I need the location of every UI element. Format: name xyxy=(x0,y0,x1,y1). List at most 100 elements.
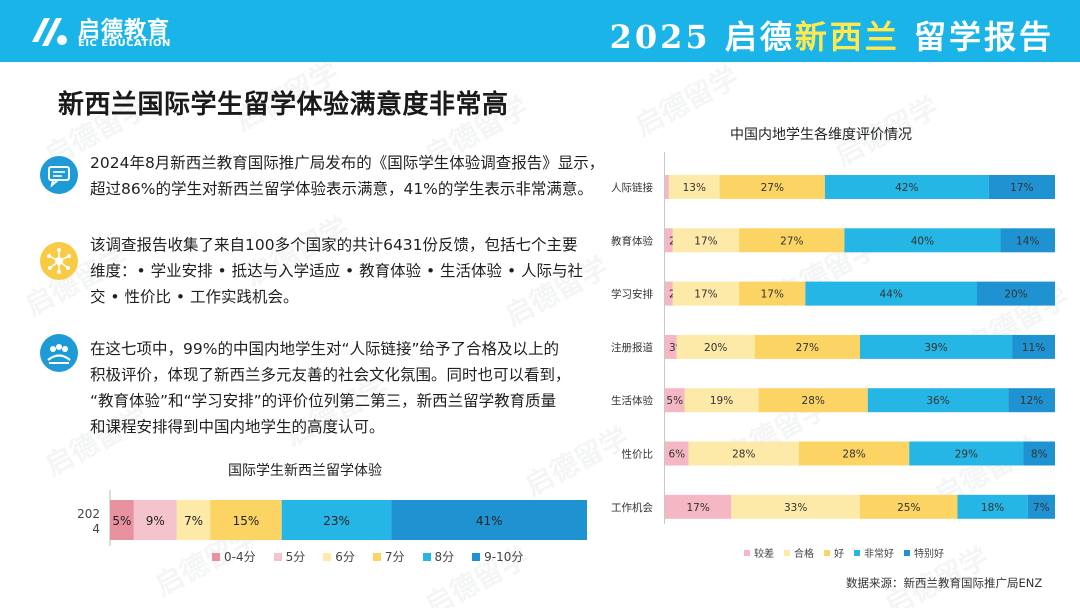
paragraph-1-line: 2024年8月新西兰教育国际推广局发布的《国际学生体验调查报告》显示， xyxy=(90,154,605,172)
bar-segment xyxy=(665,334,677,359)
data-label: 17% xyxy=(761,289,784,301)
legend-item: 非常好 xyxy=(854,545,894,560)
paragraph-2-line: 该调查报告收集了来自100多个国家的共计6431份反馈，包括七个主要 xyxy=(90,236,578,254)
legend-item: 7分 xyxy=(372,548,405,565)
legend-label: 非常好 xyxy=(864,549,894,560)
legend-label: 6分 xyxy=(335,550,355,564)
legend-swatch xyxy=(273,552,282,561)
data-label: 5% xyxy=(112,514,131,528)
chart-title: 中国内地学生各维度评价情况 xyxy=(730,127,912,143)
legend-label: 较差 xyxy=(754,549,774,560)
data-label: 33% xyxy=(784,502,807,514)
bar-segment xyxy=(672,228,740,253)
legend-label: 9-10分 xyxy=(484,550,524,564)
category-label: 学习安排 xyxy=(611,288,653,301)
data-label: 28% xyxy=(732,449,755,461)
category-label: 工作机会 xyxy=(611,501,653,514)
category-label: 性价比 xyxy=(622,448,654,461)
data-label: 5% xyxy=(666,395,683,407)
legend-label: 7分 xyxy=(384,550,405,564)
data-label: 42% xyxy=(895,182,918,194)
data-label: 36% xyxy=(926,395,949,407)
data-label: 17% xyxy=(694,289,717,301)
legend-swatch xyxy=(212,552,220,561)
data-label: 25% xyxy=(897,502,920,514)
legend-item: 9-10分 xyxy=(472,548,523,565)
bar-segment xyxy=(739,281,806,306)
bar-segment xyxy=(1012,334,1055,359)
bar-segment xyxy=(281,500,392,540)
bar-segment xyxy=(977,281,1055,306)
report-title: 2025 启德新西兰 留学报告 xyxy=(610,12,1054,58)
paragraph-3-line: 和课程安排得到中国内地学生的高度认可。 xyxy=(90,418,385,436)
eic-logo-icon xyxy=(32,18,67,46)
network-icon xyxy=(40,242,78,280)
bar-segment xyxy=(672,281,740,306)
bar-segment xyxy=(860,334,1013,359)
bar-segment xyxy=(391,500,587,540)
legend-label: 0-4分 xyxy=(224,550,256,564)
legend-label: 8分 xyxy=(434,550,455,564)
data-label: 15% xyxy=(233,514,260,528)
legend-item: 好 xyxy=(824,545,844,560)
data-source: 数据来源：新西兰教育国际推广局ENZ xyxy=(846,576,1043,590)
bar-segment xyxy=(110,500,134,540)
data-label: 40% xyxy=(911,235,934,247)
bar-segment xyxy=(860,494,958,519)
chat-bubble-icon xyxy=(40,156,78,194)
bar-segment xyxy=(684,388,759,413)
legend-swatch xyxy=(854,549,860,556)
legend-item: 合格 xyxy=(784,545,814,560)
paragraph-1-line: 超过86%的学生对新西兰留学体验表示满意，41%的学生表示非常满意。 xyxy=(90,180,593,198)
bar-segment xyxy=(719,175,825,199)
bar-segment xyxy=(676,334,755,359)
category-label: 教育体验 xyxy=(611,234,653,247)
legend-swatch xyxy=(422,552,431,561)
bar-segment xyxy=(988,175,1055,199)
satisfaction-bar-chart: 2024 5% 9% 7% 15% 23% 41% xyxy=(77,490,587,546)
bar-segment xyxy=(176,500,211,540)
category-label: 生活体验 xyxy=(611,394,653,407)
paragraph-3-line: 积极评价，体现了新西兰多元友善的社会文化氛围。同时也可以看到， xyxy=(90,366,571,384)
legend-swatch xyxy=(372,552,381,561)
data-label: 29% xyxy=(955,449,978,461)
bar-segment xyxy=(957,494,1028,519)
bar-segment xyxy=(1027,494,1055,519)
data-label: 18% xyxy=(981,502,1004,514)
chart-title: 国际学生新西兰留学体验 xyxy=(228,463,382,479)
header-banner xyxy=(0,0,1080,62)
legend-label: 特别好 xyxy=(914,549,944,560)
legend-swatch xyxy=(744,549,750,556)
category-label: 注册报道 xyxy=(611,341,653,354)
data-label: 17% xyxy=(694,235,717,247)
data-label: 7% xyxy=(184,514,203,528)
data-label: 19% xyxy=(710,395,733,407)
data-label: 27% xyxy=(780,235,803,247)
data-label: 9% xyxy=(146,514,165,528)
paragraph-3: 在这七项中，99%的中国内地学生对“人际链接”给予了合格及以上的 积极评价，体现… xyxy=(90,336,571,440)
bar-segment xyxy=(754,334,860,359)
data-label: 28% xyxy=(842,449,865,461)
legend-label: 5分 xyxy=(285,550,306,564)
data-label: 11% xyxy=(1022,342,1045,354)
data-label: 39% xyxy=(924,342,947,354)
bar-segment xyxy=(758,388,868,413)
watermark-text: 启德留学 xyxy=(419,540,534,608)
dimension-bar-chart: 人际链接1%13%27%42%17%教育体验2%17%27%40%14%学习安排… xyxy=(611,175,1055,519)
data-label: 14% xyxy=(1016,235,1039,247)
bar-segment xyxy=(210,500,282,540)
legend-swatch xyxy=(472,552,481,561)
bar-segment xyxy=(731,494,860,519)
legend-item: 6分 xyxy=(323,548,355,565)
category-label: 202 xyxy=(77,507,100,521)
bar-segment xyxy=(1023,441,1055,466)
bar-segment xyxy=(668,175,720,199)
legend-swatch xyxy=(784,549,790,556)
data-label: 13% xyxy=(683,182,706,194)
data-label: 44% xyxy=(880,289,903,301)
legend-item: 5分 xyxy=(273,548,306,565)
data-label: 27% xyxy=(761,182,784,194)
legend-swatch xyxy=(904,549,910,556)
legend-label: 好 xyxy=(834,549,844,560)
data-label: 27% xyxy=(796,342,819,354)
